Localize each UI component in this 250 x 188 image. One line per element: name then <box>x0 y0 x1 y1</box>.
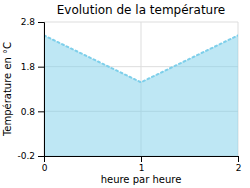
axis-line <box>45 157 239 163</box>
tick: 0 <box>42 156 48 173</box>
axis-line <box>38 23 45 157</box>
tick: 1 <box>139 156 145 173</box>
tick: 1.8 <box>21 62 44 72</box>
x-axis-title: heure par heure <box>101 174 182 185</box>
title: Evolution de la température <box>57 3 226 17</box>
tick-label: 0 <box>42 163 48 173</box>
tick-label: 2.8 <box>21 17 36 27</box>
tick-mark <box>141 156 142 162</box>
tick-mark <box>38 156 44 157</box>
tick-label: -0.2 <box>17 151 35 161</box>
tick-label: 0.8 <box>21 107 36 117</box>
tick-label: 1.8 <box>21 62 36 72</box>
x-axis: 0 1 2 <box>42 156 242 173</box>
plot: 0 1 2 -0.2 0.8 1.8 2.8 <box>17 17 241 173</box>
tick: 2 <box>236 156 242 173</box>
tick-mark <box>38 22 44 23</box>
y-axis-title: Température en °C <box>2 42 13 137</box>
tick-mark <box>38 111 44 112</box>
tick: 2.8 <box>21 17 44 27</box>
tick-mark <box>238 156 239 162</box>
grid <box>44 22 238 156</box>
tick-label: 1 <box>139 163 145 173</box>
tick: 0.8 <box>21 107 44 117</box>
tick-label: 2 <box>236 163 242 173</box>
line <box>44 35 238 82</box>
marks <box>44 35 238 156</box>
tick-mark <box>38 67 44 68</box>
chart: 0 1 2 -0.2 0.8 1.8 2.8 Evolution de la températ… <box>0 0 250 188</box>
tick: -0.2 <box>17 151 44 161</box>
y-axis: -0.2 0.8 1.8 2.8 <box>17 17 44 161</box>
area <box>44 35 238 156</box>
